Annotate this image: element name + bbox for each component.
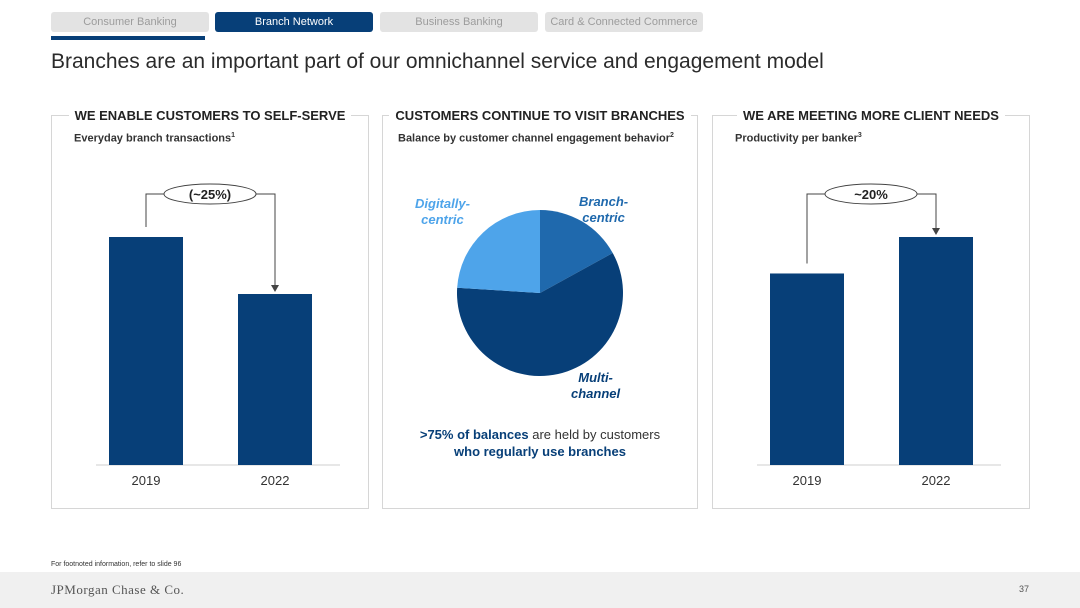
panel-visit-branches: CUSTOMERS CONTINUE TO VISIT BRANCHES Bal… [382,115,698,509]
section-tabs: Consumer Banking Branch Network Business… [51,12,703,32]
pie-label-line: Branch- [579,194,628,209]
tab-business-banking[interactable]: Business Banking [380,12,538,32]
page-number: 37 [1019,584,1029,594]
bar-2022 [238,294,312,465]
callout-connector-left [146,194,164,227]
company-logo: JPMorgan Chase & Co. [51,582,184,598]
pie-label-line: Multi- [578,370,613,385]
change-annotation: ~20% [854,187,888,202]
footer: JPMorgan Chase & Co. 37 [0,572,1080,608]
active-tab-underline [51,36,205,40]
tab-consumer-banking[interactable]: Consumer Banking [51,12,209,32]
pie-label-line: Digitally- [415,196,470,211]
x-tick-label: 2022 [261,473,290,488]
productivity-bar-chart: 2019 2022 ~20% [713,116,1031,510]
balances-note-line2: who regularly use branches [454,444,626,459]
callout-connector-left [807,194,825,263]
bar-2022 [899,237,973,465]
x-tick-label: 2019 [793,473,822,488]
panel-client-needs: WE ARE MEETING MORE CLIENT NEEDS Product… [712,115,1030,509]
tab-branch-network[interactable]: Branch Network [215,12,373,32]
x-tick-label: 2019 [132,473,161,488]
footnote: For footnoted information, refer to slid… [51,561,181,568]
bar-2019 [109,237,183,465]
pie-label-line: centric [421,212,464,227]
page-title: Branches are an important part of our om… [51,50,824,74]
tab-card-connected-commerce[interactable]: Card & Connected Commerce [545,12,703,32]
pie-label-branch-centric: Branch-centric [579,194,628,226]
change-annotation: (~25%) [189,187,231,202]
panel-self-serve: WE ENABLE CUSTOMERS TO SELF-SERVE Everyd… [51,115,369,509]
pie-label-digitally-centric: Digitally-centric [415,196,470,228]
callout-connector-right [917,194,936,229]
pie-label-line: centric [582,210,625,225]
callout-arrowhead [271,285,279,292]
callout-connector-right [256,194,275,286]
bar-2019 [770,273,844,465]
transactions-bar-chart: 2019 2022 (~25%) [52,116,370,510]
balances-note: >75% of balances are held by customers wh… [403,426,677,460]
pie-label-line: channel [571,386,620,401]
balances-note-highlight: >75% of balances [420,427,529,442]
pie-label-multi-channel: Multi-channel [571,370,620,402]
x-tick-label: 2022 [922,473,951,488]
callout-arrowhead [932,228,940,235]
balances-note-text: are held by customers [529,427,661,442]
